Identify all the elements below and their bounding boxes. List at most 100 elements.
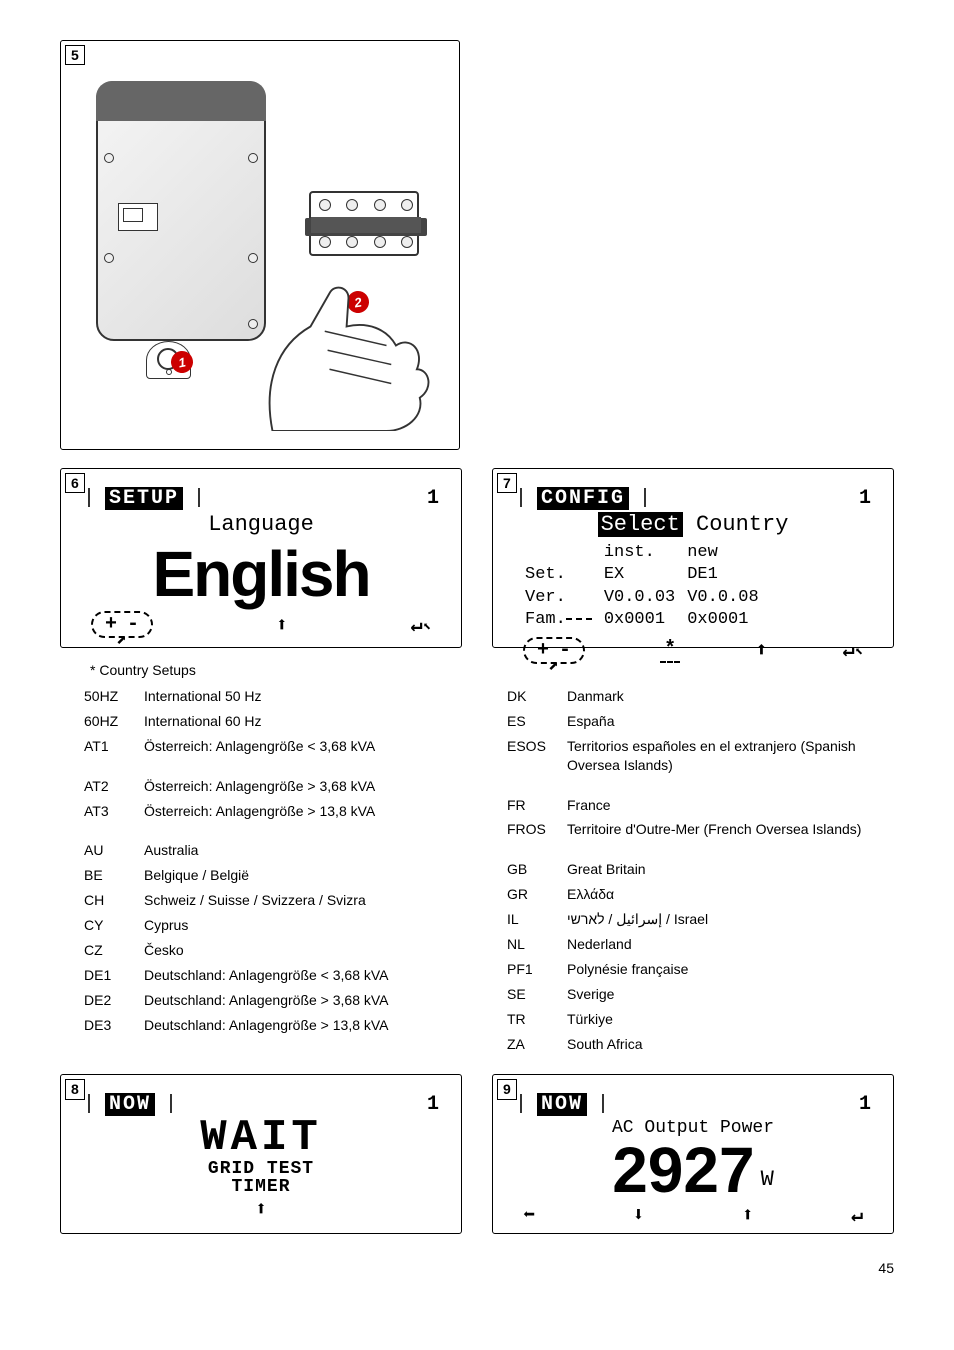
- country-row: NLNederland: [507, 932, 870, 957]
- country-row: TRTürkiye: [507, 1007, 870, 1032]
- country-row: ILإسرائيل / לארשי / Israel: [507, 907, 870, 932]
- down-button[interactable]: ⬇: [632, 1202, 644, 1228]
- country-description: Territorios españoles en el extranjero (…: [567, 737, 870, 775]
- country-setups-heading: * Country Setups: [90, 662, 894, 678]
- footnote-marker: *: [660, 638, 680, 663]
- country-description: Österreich: Anlagengröße < 3,68 kVA: [144, 737, 447, 756]
- lcd-title: CONFIG: [537, 487, 629, 510]
- country-code: DE1: [84, 966, 144, 985]
- plus-button[interactable]: +: [537, 639, 549, 662]
- lcd-main-value: 2927 W: [515, 1138, 871, 1202]
- country-description: Deutschland: Anlagengröße > 3,68 kVA: [144, 991, 447, 1010]
- country-code: CH: [84, 891, 144, 910]
- lcd-title: NOW: [537, 1093, 587, 1116]
- device-illustration: 1 2: [61, 41, 459, 449]
- country-row: PF1Polynésie française: [507, 957, 870, 982]
- country-description: Česko: [144, 941, 447, 960]
- left-button[interactable]: ⬅: [523, 1202, 535, 1228]
- page-number: 45: [60, 1260, 894, 1276]
- country-code: SE: [507, 985, 567, 1004]
- enter-button[interactable]: ↵⬉: [411, 612, 431, 638]
- country-row: AUAustralia: [84, 838, 447, 863]
- country-code: IL: [507, 910, 567, 929]
- country-code: AU: [84, 841, 144, 860]
- lcd-page-number: 1: [859, 1093, 871, 1116]
- country-row: AT1Österreich: Anlagengröße < 3,68 kVA: [84, 734, 447, 774]
- country-code: 50HZ: [84, 687, 144, 706]
- panel-number: 9: [497, 1079, 517, 1099]
- screw-icon: [104, 253, 114, 263]
- country-description: Great Britain: [567, 860, 870, 879]
- country-row: FROSTerritoire d'Outre-Mer (French Overs…: [507, 817, 870, 857]
- country-code: NL: [507, 935, 567, 954]
- country-description: Nederland: [567, 935, 870, 954]
- panel-8-wait-screen: 8 | NOW | 1 WAIT GRID TEST TIMER ⬆: [60, 1074, 462, 1234]
- panel-6-setup-screen: 6 | SETUP | 1 Language English + - ⬈ ⬆ ↵…: [60, 468, 462, 648]
- up-button[interactable]: ⬆: [742, 1202, 754, 1228]
- country-description: Deutschland: Anlagengröße < 3,68 kVA: [144, 966, 447, 985]
- country-row: SESverige: [507, 982, 870, 1007]
- lcd-main-value: WAIT GRID TEST TIMER: [83, 1116, 439, 1196]
- country-row: ESOSTerritorios españoles en el extranje…: [507, 734, 870, 793]
- lcd-title: SETUP: [105, 487, 183, 510]
- country-code: ZA: [507, 1035, 567, 1054]
- country-row: CHSchweiz / Suisse / Svizzera / Svizra: [84, 888, 447, 913]
- country-row: GBGreat Britain: [507, 857, 870, 882]
- plus-button[interactable]: +: [105, 613, 117, 636]
- country-description: International 50 Hz: [144, 687, 447, 706]
- country-description: Ελλάδα: [567, 885, 870, 904]
- country-code: DE3: [84, 1016, 144, 1035]
- country-row: DE1Deutschland: Anlagengröße < 3,68 kVA: [84, 963, 447, 988]
- panel-5-device-illustration: 5 1 2: [60, 40, 460, 450]
- country-row: DKDanmark: [507, 684, 870, 709]
- lcd-title: NOW: [105, 1093, 155, 1116]
- enter-button[interactable]: ↵⬉: [843, 637, 863, 663]
- country-code: PF1: [507, 960, 567, 979]
- lcd-page-number: 1: [427, 487, 439, 510]
- country-row: DE2Deutschland: Anlagengröße > 3,68 kVA: [84, 988, 447, 1013]
- hand-pointing-icon: [244, 241, 434, 431]
- lcd-page-number: 1: [427, 1093, 439, 1116]
- country-row: AT3Österreich: Anlagengröße > 13,8 kVA: [84, 799, 447, 839]
- lcd-main-value: English: [83, 537, 439, 611]
- lcd-page-number: 1: [859, 487, 871, 510]
- panel-9-output-screen: 9 | NOW | 1 AC Output Power 2927 W ⬅ ⬇ ⬆…: [492, 1074, 894, 1234]
- arrow-up-icon: ⬈: [548, 656, 559, 678]
- country-code: AT3: [84, 802, 144, 821]
- country-setup-table: 50HZInternational 50 Hz 60HZInternational…: [60, 684, 894, 1056]
- country-row: CZČesko: [84, 938, 447, 963]
- country-code: TR: [507, 1010, 567, 1029]
- lcd-button-row: ⬅ ⬇ ⬆ ↵: [515, 1202, 871, 1228]
- arrow-up-icon: ⬈: [116, 630, 127, 652]
- panel-number: 6: [65, 473, 85, 493]
- lcd-button-row: + - ⬈ * ⬆ ↵⬉: [515, 637, 871, 664]
- country-row: ZASouth Africa: [507, 1032, 870, 1057]
- minus-button[interactable]: -: [127, 613, 139, 636]
- country-row: CYCyprus: [84, 913, 447, 938]
- up-button[interactable]: ⬆: [755, 637, 767, 663]
- up-button[interactable]: ⬆: [255, 1196, 267, 1222]
- country-description: South Africa: [567, 1035, 870, 1054]
- country-row: 60HZInternational 60 Hz: [84, 709, 447, 734]
- country-description: Territoire d'Outre-Mer (French Oversea I…: [567, 820, 870, 839]
- plus-minus-buttons[interactable]: + - ⬈: [91, 611, 153, 638]
- lcd-subtitle: Language: [83, 512, 439, 537]
- country-row: GRΕλλάδα: [507, 882, 870, 907]
- country-description: Sverige: [567, 985, 870, 1004]
- lcd-subtitle: Select Country: [515, 512, 871, 537]
- country-code: CY: [84, 916, 144, 935]
- country-description: Deutschland: Anlagengröße > 13,8 kVA: [144, 1016, 447, 1035]
- enter-button[interactable]: ↵: [851, 1202, 863, 1228]
- country-row: AT2Österreich: Anlagengröße > 3,68 kVA: [84, 774, 447, 799]
- country-code: AT1: [84, 737, 144, 756]
- lcd-header: | CONFIG | 1: [515, 487, 871, 510]
- lcd-button-row: ⬆: [83, 1196, 439, 1222]
- plus-minus-buttons[interactable]: + - ⬈: [523, 637, 585, 664]
- panel-7-config-screen: 7 | CONFIG | 1 Select Country inst.new S…: [492, 468, 894, 648]
- country-code: CZ: [84, 941, 144, 960]
- country-description: Cyprus: [144, 916, 447, 935]
- up-button[interactable]: ⬆: [276, 612, 288, 638]
- minus-button[interactable]: -: [559, 639, 571, 662]
- country-code: GB: [507, 860, 567, 879]
- config-table: inst.new Set.EXDE1 Ver.V0.0.03V0.0.08 Fa…: [515, 537, 871, 637]
